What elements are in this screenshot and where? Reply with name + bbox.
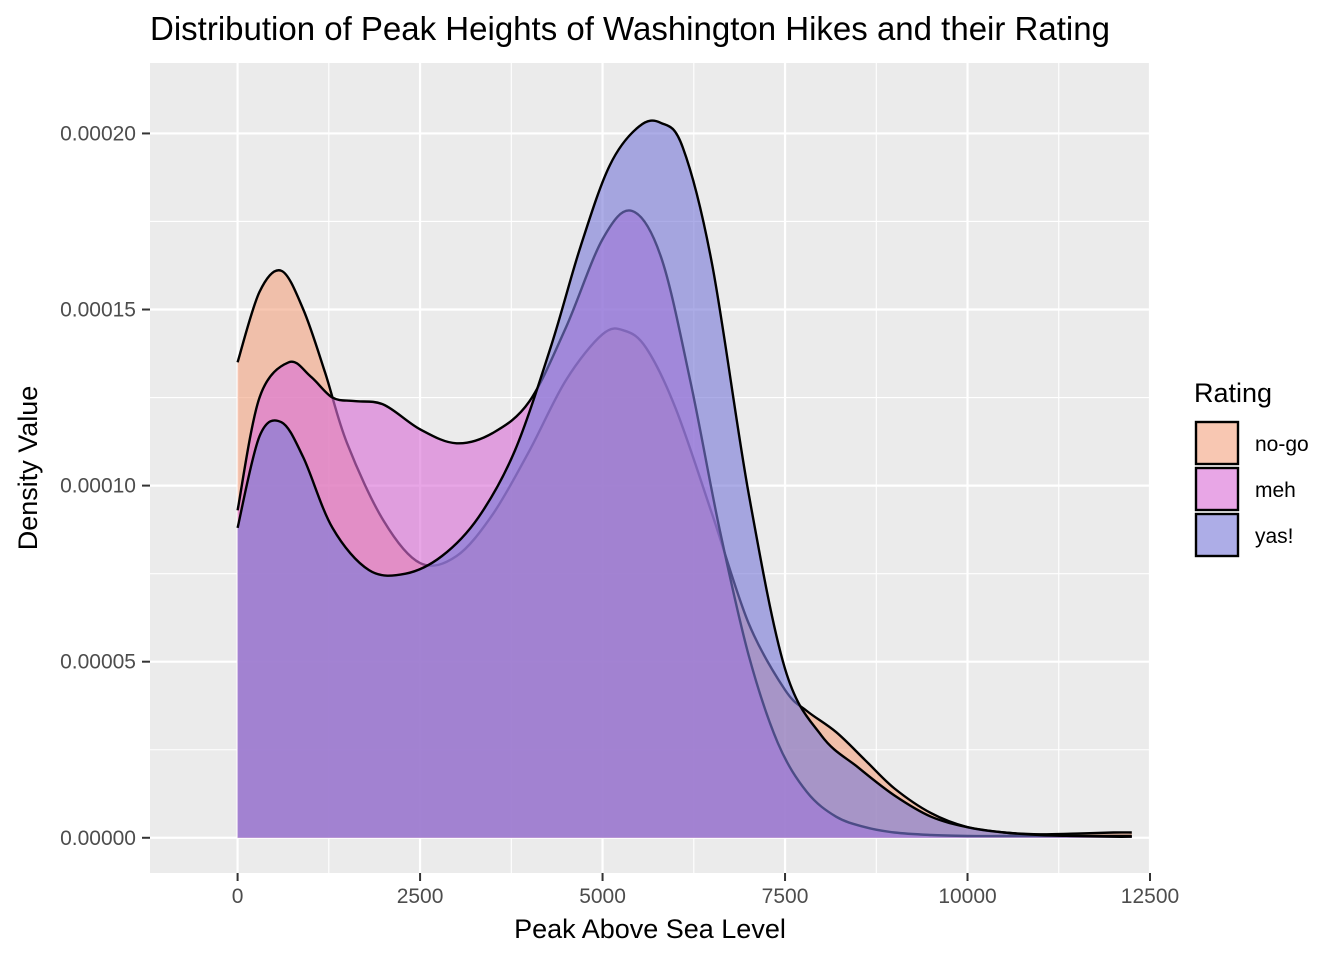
legend-label-meh: meh — [1255, 479, 1296, 502]
x-tick-label: 2500 — [397, 885, 444, 908]
x-axis-title: Peak Above Sea Level — [514, 914, 786, 944]
y-axis: 0.00000 0.00005 0.00010 0.00015 0.00020 — [60, 122, 150, 850]
y-tick-label: 0.00020 — [60, 122, 136, 145]
legend-key-yas — [1194, 512, 1240, 558]
y-tick-label: 0.00015 — [60, 299, 136, 322]
density-area-yas — [237, 120, 1132, 838]
legend-items: no-go meh yas! — [1194, 420, 1309, 558]
x-tick-label: 0 — [232, 885, 244, 908]
y-tick-label: 0.00005 — [60, 651, 136, 674]
legend-key-meh — [1194, 466, 1240, 512]
legend-label-no-go: no-go — [1255, 433, 1309, 456]
density-line-yas — [236, 119, 1132, 838]
y-tick-label: 0.00010 — [60, 475, 136, 498]
density-series — [236, 119, 1132, 838]
x-tick-label: 7500 — [762, 885, 809, 908]
legend-key-no-go — [1194, 420, 1240, 466]
x-tick-label: 10000 — [938, 885, 996, 908]
x-tick-label: 12500 — [1121, 885, 1179, 908]
y-tick-label: 0.00000 — [60, 827, 136, 850]
x-tick-label: 5000 — [579, 885, 626, 908]
chart-title: Distribution of Peak Heights of Washingt… — [150, 10, 1110, 47]
legend: Rating no-go meh yas! — [1194, 378, 1309, 558]
x-axis: 0 2500 5000 7500 10000 12500 — [232, 873, 1179, 908]
legend-label-yas: yas! — [1255, 525, 1294, 548]
legend-title: Rating — [1194, 378, 1272, 408]
y-axis-title: Density Value — [13, 386, 43, 551]
